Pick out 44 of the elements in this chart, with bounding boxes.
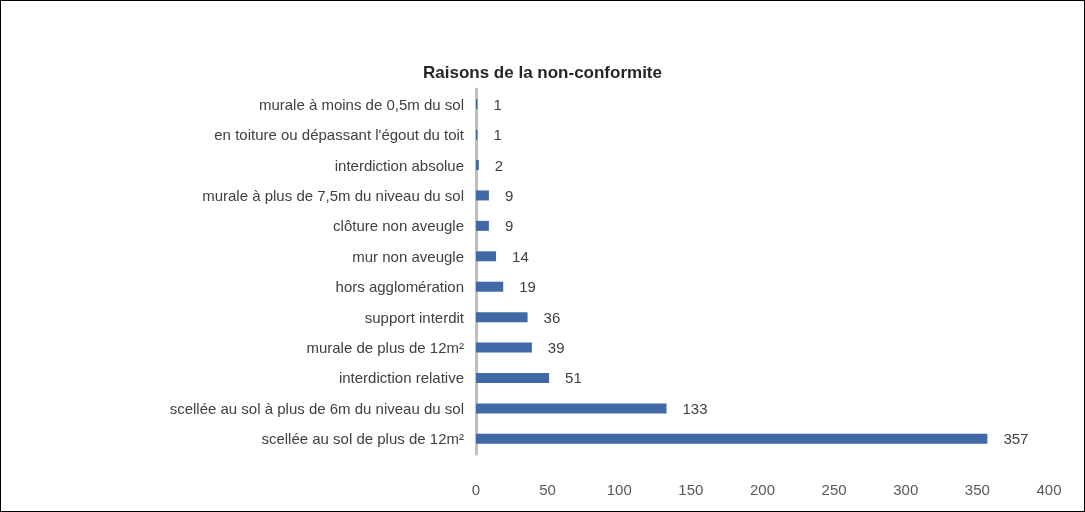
bar — [476, 251, 497, 262]
data-label: 9 — [504, 186, 514, 204]
x-tick-label: 100 — [606, 481, 632, 498]
bar — [476, 312, 528, 323]
data-label: 133 — [682, 399, 708, 417]
x-tick-label: 150 — [678, 481, 704, 498]
bar — [476, 342, 532, 353]
x-tick-label: 400 — [1036, 481, 1062, 498]
bar — [476, 403, 667, 414]
bar — [476, 220, 489, 231]
data-label: 14 — [512, 247, 529, 265]
y-tick-label: scellée au sol à plus de 6m du niveau du sol — [169, 399, 464, 417]
data-label: 19 — [519, 278, 536, 296]
chart-title: Raisons de la non-conformite — [423, 63, 662, 82]
x-tick-label: 350 — [964, 481, 990, 498]
bar — [476, 190, 489, 201]
x-tick-label: 300 — [893, 481, 919, 498]
y-tick-label: mur non aveugle — [352, 247, 464, 265]
y-tick-label: murale à moins de 0,5m du sol — [258, 95, 464, 113]
y-tick-label: clôture non aveugle — [333, 217, 464, 235]
bar — [476, 281, 504, 292]
y-tick-label: scellée au sol de plus de 12m² — [261, 430, 464, 448]
data-label: 36 — [543, 308, 561, 326]
data-label: 39 — [547, 339, 565, 357]
x-tick-label: 50 — [539, 481, 556, 498]
y-tick-label: murale de plus de 12m² — [306, 339, 464, 357]
x-tick-label: 0 — [471, 481, 481, 498]
data-label: 1 — [493, 126, 502, 144]
y-tick-label: interdiction relative — [338, 369, 464, 387]
data-label: 2 — [494, 156, 504, 174]
data-label: 1 — [493, 95, 502, 113]
y-tick-label: en toiture ou dépassant l'égout du toit — [214, 126, 465, 144]
x-tick-label: 200 — [749, 481, 776, 498]
bar — [476, 372, 550, 383]
y-tick-label: interdiction absolue — [334, 156, 464, 174]
y-tick-label: murale à plus de 7,5m du niveau du sol — [202, 186, 464, 204]
bar — [476, 160, 479, 171]
data-label: 9 — [504, 217, 514, 235]
x-tick-label: 250 — [821, 481, 847, 498]
y-tick-label: hors agglomération — [335, 278, 464, 296]
data-label: 357 — [1003, 430, 1029, 448]
bar — [476, 433, 988, 444]
y-tick-label: support interdit — [364, 308, 465, 326]
data-label: 51 — [565, 369, 582, 387]
